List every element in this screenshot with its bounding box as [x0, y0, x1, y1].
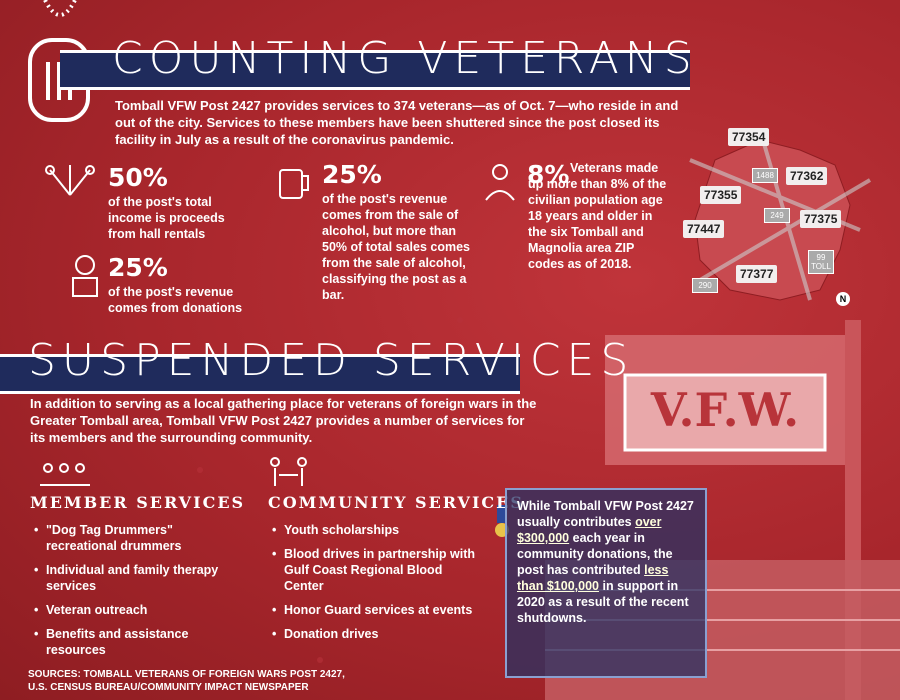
callout-text: While Tomball VFW Post 2427 usually cont…: [517, 499, 694, 529]
stat-figure: 25%: [322, 160, 382, 189]
source-line: SOURCES: TOMBALL VETERANS OF FOREIGN WAR…: [28, 669, 345, 680]
callout: While Tomball VFW Post 2427 usually cont…: [505, 488, 707, 678]
stat-text-bold: in the six Tomball and Magnolia area ZIP…: [528, 209, 653, 271]
list-heading: MEMBER SERVICES: [30, 493, 246, 512]
zip: 77362: [786, 167, 828, 185]
list-item: Donation drives: [272, 626, 484, 642]
zip: 77375: [800, 210, 842, 228]
callout-amount: over $300,000: [517, 515, 662, 545]
road: 1488: [752, 168, 778, 183]
zip: 77354: [728, 128, 770, 146]
stat-figure: 50%: [108, 163, 168, 192]
callout-text: in support in 2020 as a result of the re…: [517, 579, 689, 625]
road: 249: [764, 208, 790, 223]
stat-text: of the post's total income is proceeds f…: [108, 195, 225, 241]
list-item: "Dog Tag Drummers" recreational drummers: [34, 522, 236, 554]
zip: 77355: [700, 186, 742, 204]
stat-figure: 25%: [108, 253, 168, 282]
intro: Tomball VFW Post 2427 provides services …: [115, 98, 679, 147]
list-heading: COMMUNITY SERVICES: [268, 493, 524, 512]
member-list: "Dog Tag Drummers" recreational drummers…: [32, 522, 236, 666]
stat-text: of the post's revenue comes from donatio…: [108, 285, 243, 315]
stat-text: Veterans made up more than 8% of the civ…: [528, 160, 673, 272]
zip: 77447: [683, 220, 725, 238]
zip: 77377: [736, 265, 778, 283]
section-intro: In addition to serving as a local gather…: [30, 396, 537, 445]
stat-text: of the post's revenue comes from the sal…: [322, 192, 470, 302]
stat-text: Veterans made up more than 8% of the civ…: [528, 161, 667, 223]
community-list: Youth scholarships Blood drives in partne…: [270, 522, 484, 650]
callout-text: each year in community donations, the po…: [517, 531, 673, 577]
stat-figure: 8%: [527, 160, 570, 189]
list-item: Benefits and assistance resources: [34, 626, 236, 658]
list-item: Blood drives in partnership with Gulf Co…: [272, 546, 484, 594]
source-line: U.S. CENSUS BUREAU/COMMUNITY IMPACT NEWS…: [28, 682, 309, 693]
compass: N: [836, 292, 850, 306]
list-item: Individual and family therapy services: [34, 562, 236, 594]
list-item: Honor Guard services at events: [272, 602, 484, 618]
title-banner: [60, 50, 690, 90]
section-banner: [0, 354, 520, 394]
road: 290: [692, 278, 718, 293]
sources: SOURCES: TOMBALL VETERANS OF FOREIGN WAR…: [28, 668, 345, 694]
callout-amount: less than $100,000: [517, 563, 669, 593]
section-title: SUSPENDED SERVICES: [28, 335, 635, 386]
title: COUNTING VETERANS: [112, 33, 698, 84]
road: 99 TOLL: [808, 250, 834, 274]
sign: V.F.W.: [650, 383, 800, 437]
list-item: Youth scholarships: [272, 522, 484, 538]
list-item: Veteran outreach: [34, 602, 236, 618]
